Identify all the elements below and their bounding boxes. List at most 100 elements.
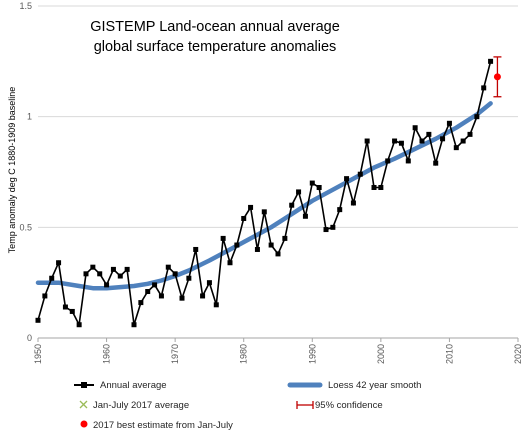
chart-title: GISTEMP Land-ocean annual average global… [90,19,340,55]
axes [37,337,519,342]
annual-point-1973 [193,246,199,252]
best-estimate-point-2017 [493,73,501,81]
annual-point-1960 [104,282,110,288]
annual-point-1984 [268,242,274,248]
legend-loess-label: Loess 42 year smooth [328,380,421,391]
annual-point-1958 [90,264,96,270]
annual-point-1961 [110,266,116,272]
annual-point-1987 [289,202,295,208]
annual-point-1955 [69,308,75,314]
annual-point-1999 [371,184,377,190]
annual-point-1953 [56,260,62,266]
annual-point-2015 [481,85,487,91]
annual-point-1994 [337,207,343,213]
legend-item-confidence: 95% confidence [296,400,383,411]
x-tick-label-2: 1970 [170,344,180,364]
grid [38,5,518,228]
x-tick-label-6: 2010 [444,344,454,364]
annual-point-2008 [433,160,439,166]
annual-point-1979 [234,242,240,248]
annual-point-1950 [35,317,41,323]
x-tick-label-1: 1960 [102,344,112,364]
annual-point-1954 [62,304,68,310]
legend-x-marker-icon [79,400,88,409]
annual-point-2006 [419,138,425,144]
y-tick-label-0: 0 [27,333,32,343]
annual-point-1972 [186,275,192,281]
annual-point-1962 [117,273,123,279]
annual-point-2011 [453,145,459,151]
annual-point-1996 [350,200,356,206]
title-line-2: global surface temperature anomalies [94,39,337,55]
annual-point-1976 [213,302,219,308]
x-tick-labels: 1950 1960 1970 1980 1990 2000 2010 2020 [33,344,523,364]
legend-red-dot-icon [80,420,88,428]
annual-point-2005 [412,125,418,131]
annual-point-1993 [330,224,336,230]
legend-item-best-estimate: 2017 best estimate from Jan-July [80,420,233,431]
annual-point-1971 [179,295,185,301]
plot-area [35,56,502,328]
annual-point-1956 [76,322,82,328]
annual-point-1983 [261,209,267,215]
legend-best-estimate-label: 2017 best estimate from Jan-July [93,420,233,431]
y-tick-labels: 0 0.5 1 1.5 [19,1,32,343]
annual-point-1982 [254,246,260,252]
annual-point-1963 [124,266,130,272]
y-tick-label-1: 0.5 [19,222,32,232]
annual-point-1988 [296,189,302,195]
legend-item-annual-average: Annual average [74,380,167,391]
annual-point-1989 [302,213,308,219]
legend-errorbar-icon [296,401,314,409]
x-tick-label-5: 2000 [376,344,386,364]
loess-smooth-line [35,101,493,291]
legend-jan-july-label: Jan-July 2017 average [93,400,189,411]
annual-point-1974 [200,293,206,299]
annual-point-1966 [145,289,151,295]
y-tick-label-3: 1.5 [19,1,32,11]
annual-point-2009 [440,136,446,142]
annual-point-1981 [248,204,254,210]
annual-point-2002 [392,138,398,144]
annual-point-1969 [165,264,171,270]
x-tick-label-7: 2020 [513,344,523,364]
title-line-1: GISTEMP Land-ocean annual average [90,19,340,35]
annual-point-1965 [138,300,144,306]
legend-item-loess: Loess 42 year smooth [287,380,421,391]
annual-point-1975 [206,280,212,286]
annual-point-1959 [97,271,103,277]
annual-point-2010 [446,120,452,126]
annual-point-1977 [220,235,226,241]
annual-point-1968 [158,293,164,299]
annual-point-2014 [474,114,480,120]
annual-point-1997 [357,171,363,177]
annual-point-1991 [316,184,322,190]
annual-point-2003 [398,140,404,146]
annual-point-1951 [42,293,48,299]
annual-point-2007 [426,131,432,137]
annual-point-2004 [405,158,411,164]
annual-point-1980 [241,215,247,221]
legend-item-jan-july-average: Jan-July 2017 average [79,400,189,411]
annual-point-1964 [131,322,137,328]
annual-point-1970 [172,271,178,277]
x-tick-label-3: 1980 [239,344,249,364]
annual-point-1995 [344,176,350,182]
annual-point-2013 [467,131,473,137]
annual-point-1967 [152,282,158,288]
annual-point-2000 [378,184,384,190]
annual-point-2001 [385,158,391,164]
annual-point-1985 [275,251,281,257]
legend-annual-label: Annual average [100,380,167,391]
legend-annual-marker-icon [81,382,87,388]
annual-point-1992 [323,227,329,233]
annual-point-1952 [49,275,55,281]
annual-point-2012 [460,138,466,144]
x-tick-label-4: 1990 [307,344,317,364]
annual-point-1990 [309,180,315,186]
annual-point-1978 [227,260,233,266]
legend: Annual average Loess 42 year smooth Jan-… [74,380,421,431]
y-axis-label: Temp anomaly deg C 1880-1909 baseline [7,87,17,254]
annual-point-1998 [364,138,370,144]
annual-point-1957 [83,271,89,277]
